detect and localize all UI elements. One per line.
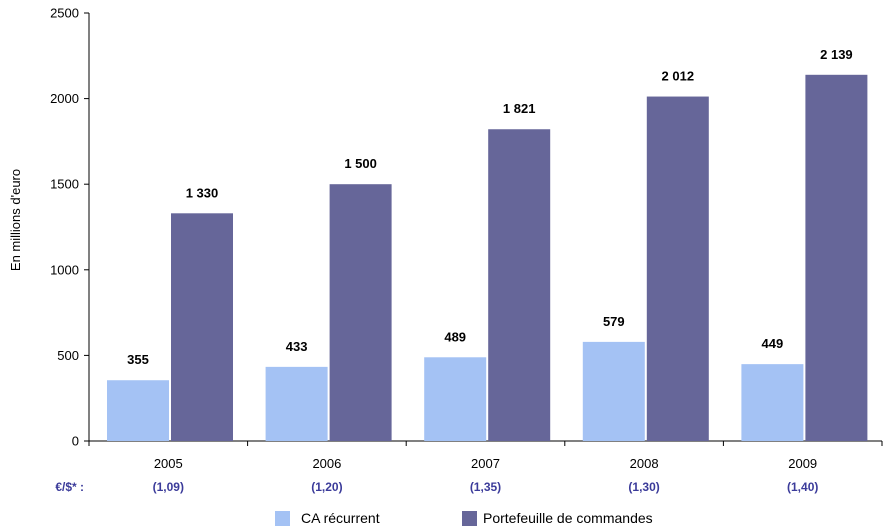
data-label: 433: [286, 339, 308, 354]
bar-ca-recurrent: [741, 364, 804, 441]
data-label: 2 012: [662, 69, 695, 84]
legend-label: CA récurrent: [301, 510, 380, 526]
y-tick-label: 2500: [50, 6, 79, 21]
legend-label: Portefeuille de commandes: [483, 510, 653, 526]
data-label: 1 821: [503, 101, 536, 116]
data-label: 449: [762, 336, 784, 351]
bar-ca-recurrent: [107, 380, 169, 441]
x-tick-label: 2008: [630, 456, 659, 471]
x-tick-label: 2005: [154, 456, 183, 471]
data-label: 489: [444, 329, 466, 344]
data-label: 1 330: [186, 185, 219, 200]
y-tick-label: 0: [72, 434, 79, 449]
y-tick-label: 2000: [50, 91, 79, 106]
legend-swatch: [275, 511, 290, 526]
bar-portefeuille: [488, 129, 551, 441]
bar-ca-recurrent: [424, 357, 487, 441]
bar-portefeuille: [646, 96, 709, 442]
x-tick-label: 2006: [312, 456, 341, 471]
data-label: 579: [603, 314, 625, 329]
bar-ca-recurrent: [265, 366, 328, 441]
exchange-rates: (1,09) (1,20) (1,35) (1,30) (1,40): [153, 480, 819, 494]
bar-ca-recurrent: [582, 341, 645, 441]
y-tick-label: 1000: [50, 262, 79, 277]
x-tick-label: 2009: [788, 456, 817, 471]
y-axis-label: En millions d'euro: [8, 169, 23, 271]
legend-swatch: [462, 511, 477, 526]
exchange-rate-value: (1,09): [153, 480, 184, 494]
y-tick-label: 500: [57, 348, 79, 363]
data-label: 355: [127, 352, 149, 367]
y-tick-label: 1500: [50, 177, 79, 192]
exchange-rate-header: €/$* :: [55, 480, 84, 494]
x-ticks: 2005 2006 2007 2008 2009: [88, 441, 883, 471]
exchange-rate-value: (1,35): [470, 480, 501, 494]
y-ticks: 0 500 1000 1500 2000 2500: [50, 6, 89, 449]
exchange-rate-value: (1,30): [628, 480, 659, 494]
data-label: 1 500: [344, 156, 377, 171]
exchange-rate-value: (1,20): [311, 480, 342, 494]
bars: 355 1 330 433 1 500 489 1 821 579 2 012 449 2 139: [107, 47, 868, 442]
bar-portefeuille: [171, 213, 233, 441]
bar-portefeuille: [805, 74, 868, 442]
bar-portefeuille: [329, 184, 392, 441]
data-label: 2 139: [820, 47, 853, 62]
legend: CA récurrent Portefeuille de commandes: [275, 510, 653, 526]
exchange-rate-value: (1,40): [787, 480, 818, 494]
x-tick-label: 2007: [471, 456, 500, 471]
